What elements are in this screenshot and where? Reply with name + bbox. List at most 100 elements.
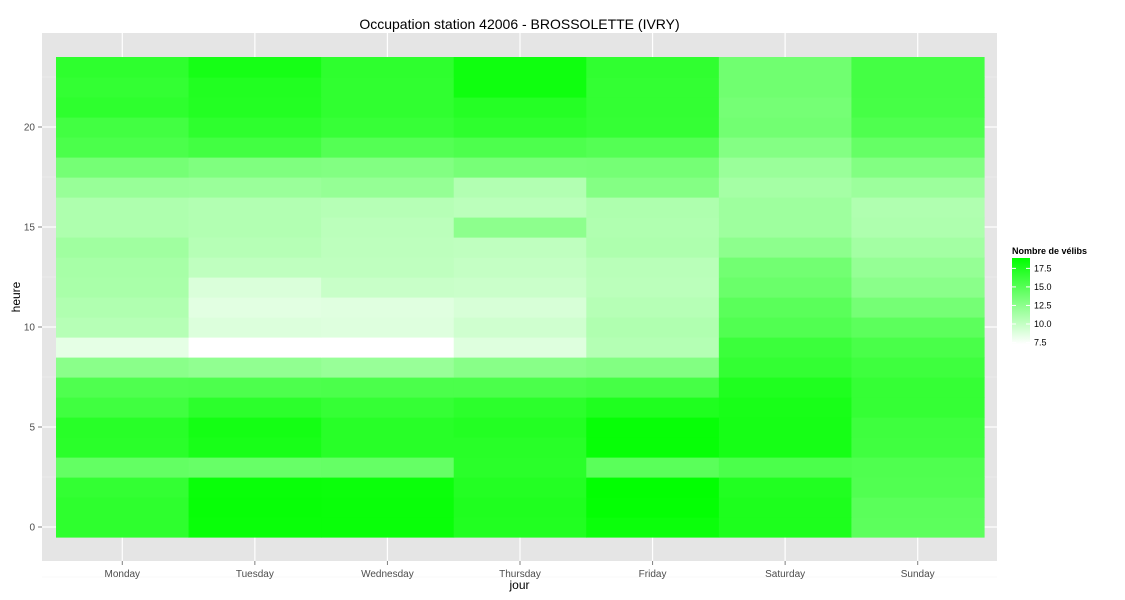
x-tick-label: Tuesday bbox=[236, 569, 274, 580]
chart-title: Occupation station 42006 - BROSSOLETTE (… bbox=[359, 16, 679, 32]
heatmap-cell bbox=[586, 197, 720, 218]
x-axis: Monday Tuesday Wednesday Thursday Friday Satu… bbox=[104, 561, 935, 580]
heatmap-cell bbox=[453, 177, 587, 198]
heatmap-cell bbox=[586, 497, 720, 518]
heatmap-cell bbox=[56, 317, 190, 338]
heatmap-cell bbox=[851, 77, 985, 98]
heatmap-cell bbox=[453, 317, 587, 338]
heatmap-cell bbox=[718, 517, 853, 538]
heatmap-cell bbox=[188, 317, 322, 338]
heatmap-cell bbox=[586, 217, 720, 238]
heatmap-cell bbox=[718, 257, 853, 278]
heatmap-cell bbox=[718, 217, 853, 238]
heatmap-cell bbox=[321, 337, 455, 358]
heatmap-cell bbox=[188, 377, 322, 398]
heatmap-cell bbox=[56, 497, 190, 518]
x-tick-label: Monday bbox=[104, 569, 140, 580]
x-tick-label: Saturday bbox=[765, 569, 805, 580]
heatmap-cell bbox=[321, 157, 455, 178]
heatmap-cell bbox=[56, 177, 190, 198]
heatmap-cell bbox=[56, 517, 190, 538]
heatmap-cell bbox=[188, 257, 322, 278]
heatmap-cell bbox=[188, 337, 322, 358]
heatmap-cell bbox=[586, 357, 720, 378]
heatmap-cell bbox=[56, 237, 190, 258]
heatmap-cell bbox=[188, 297, 322, 318]
legend-label: 10.0 bbox=[1034, 319, 1052, 329]
x-axis-title: jour bbox=[508, 578, 529, 592]
heatmap-cell bbox=[56, 257, 190, 278]
heatmap-cell bbox=[718, 157, 853, 178]
heatmap-cell bbox=[718, 117, 853, 138]
heatmap-cell bbox=[718, 57, 853, 78]
heatmap-cell bbox=[718, 137, 853, 158]
x-tick-label: Friday bbox=[639, 569, 667, 580]
heatmap-cell bbox=[453, 517, 587, 538]
heatmap-cell bbox=[851, 357, 985, 378]
heatmap-cell bbox=[453, 157, 587, 178]
heatmap-cell bbox=[851, 337, 985, 358]
heatmap-cell bbox=[586, 157, 720, 178]
heatmap-cell bbox=[586, 137, 720, 158]
heatmap-tiles bbox=[56, 57, 985, 538]
legend-ticks: 7.5 10.0 12.5 15.0 17.5 bbox=[1012, 263, 1052, 348]
color-legend: Nombre de vélibs 7.5 10.0 12.5 15.0 17.5 bbox=[1012, 246, 1087, 348]
heatmap-cell bbox=[718, 417, 853, 438]
heatmap-cell bbox=[851, 97, 985, 118]
heatmap-cell bbox=[321, 517, 455, 538]
heatmap-cell bbox=[586, 97, 720, 118]
heatmap-cell bbox=[851, 477, 985, 498]
heatmap-cell bbox=[188, 497, 322, 518]
heatmap-cell bbox=[321, 237, 455, 258]
heatmap-cell bbox=[851, 237, 985, 258]
legend-label: 15.0 bbox=[1034, 282, 1052, 292]
heatmap-cell bbox=[188, 417, 322, 438]
heatmap-cell bbox=[56, 137, 190, 158]
heatmap-cell bbox=[321, 397, 455, 418]
heatmap-cell bbox=[718, 277, 853, 298]
heatmap-cell bbox=[586, 437, 720, 458]
heatmap-cell bbox=[56, 357, 190, 378]
heatmap-cell bbox=[586, 517, 720, 538]
heatmap-cell bbox=[586, 77, 720, 98]
heatmap-cell bbox=[586, 57, 720, 78]
y-axis-title: heure bbox=[9, 281, 23, 312]
heatmap-cell bbox=[56, 297, 190, 318]
y-tick-label: 20 bbox=[24, 123, 36, 134]
heatmap-cell bbox=[851, 437, 985, 458]
heatmap-cell bbox=[321, 317, 455, 338]
heatmap-cell bbox=[851, 497, 985, 518]
heatmap-cell bbox=[586, 237, 720, 258]
heatmap-cell bbox=[718, 457, 853, 478]
heatmap-cell bbox=[188, 277, 322, 298]
heatmap-cell bbox=[321, 137, 455, 158]
heatmap-cell bbox=[188, 157, 322, 178]
heatmap-cell bbox=[453, 277, 587, 298]
heatmap-cell bbox=[718, 97, 853, 118]
heatmap-cell bbox=[453, 57, 587, 78]
heatmap-cell bbox=[453, 77, 587, 98]
heatmap-cell bbox=[188, 57, 322, 78]
heatmap-cell bbox=[188, 477, 322, 498]
heatmap-cell bbox=[718, 437, 853, 458]
heatmap-cell bbox=[718, 477, 853, 498]
heatmap-cell bbox=[453, 437, 587, 458]
heatmap-cell bbox=[56, 397, 190, 418]
heatmap-cell bbox=[321, 457, 455, 478]
heatmap-cell bbox=[321, 257, 455, 278]
heatmap-cell bbox=[851, 277, 985, 298]
heatmap-cell bbox=[56, 97, 190, 118]
heatmap-cell bbox=[453, 237, 587, 258]
heatmap-cell bbox=[56, 117, 190, 138]
heatmap-cell bbox=[188, 437, 322, 458]
legend-title: Nombre de vélibs bbox=[1012, 246, 1087, 256]
heatmap-cell bbox=[718, 377, 853, 398]
heatmap-cell bbox=[56, 457, 190, 478]
heatmap-cell bbox=[453, 217, 587, 238]
heatmap-cell bbox=[56, 417, 190, 438]
heatmap-cell bbox=[188, 237, 322, 258]
legend-label: 12.5 bbox=[1034, 300, 1052, 310]
heatmap-cell bbox=[851, 137, 985, 158]
heatmap-cell bbox=[851, 517, 985, 538]
